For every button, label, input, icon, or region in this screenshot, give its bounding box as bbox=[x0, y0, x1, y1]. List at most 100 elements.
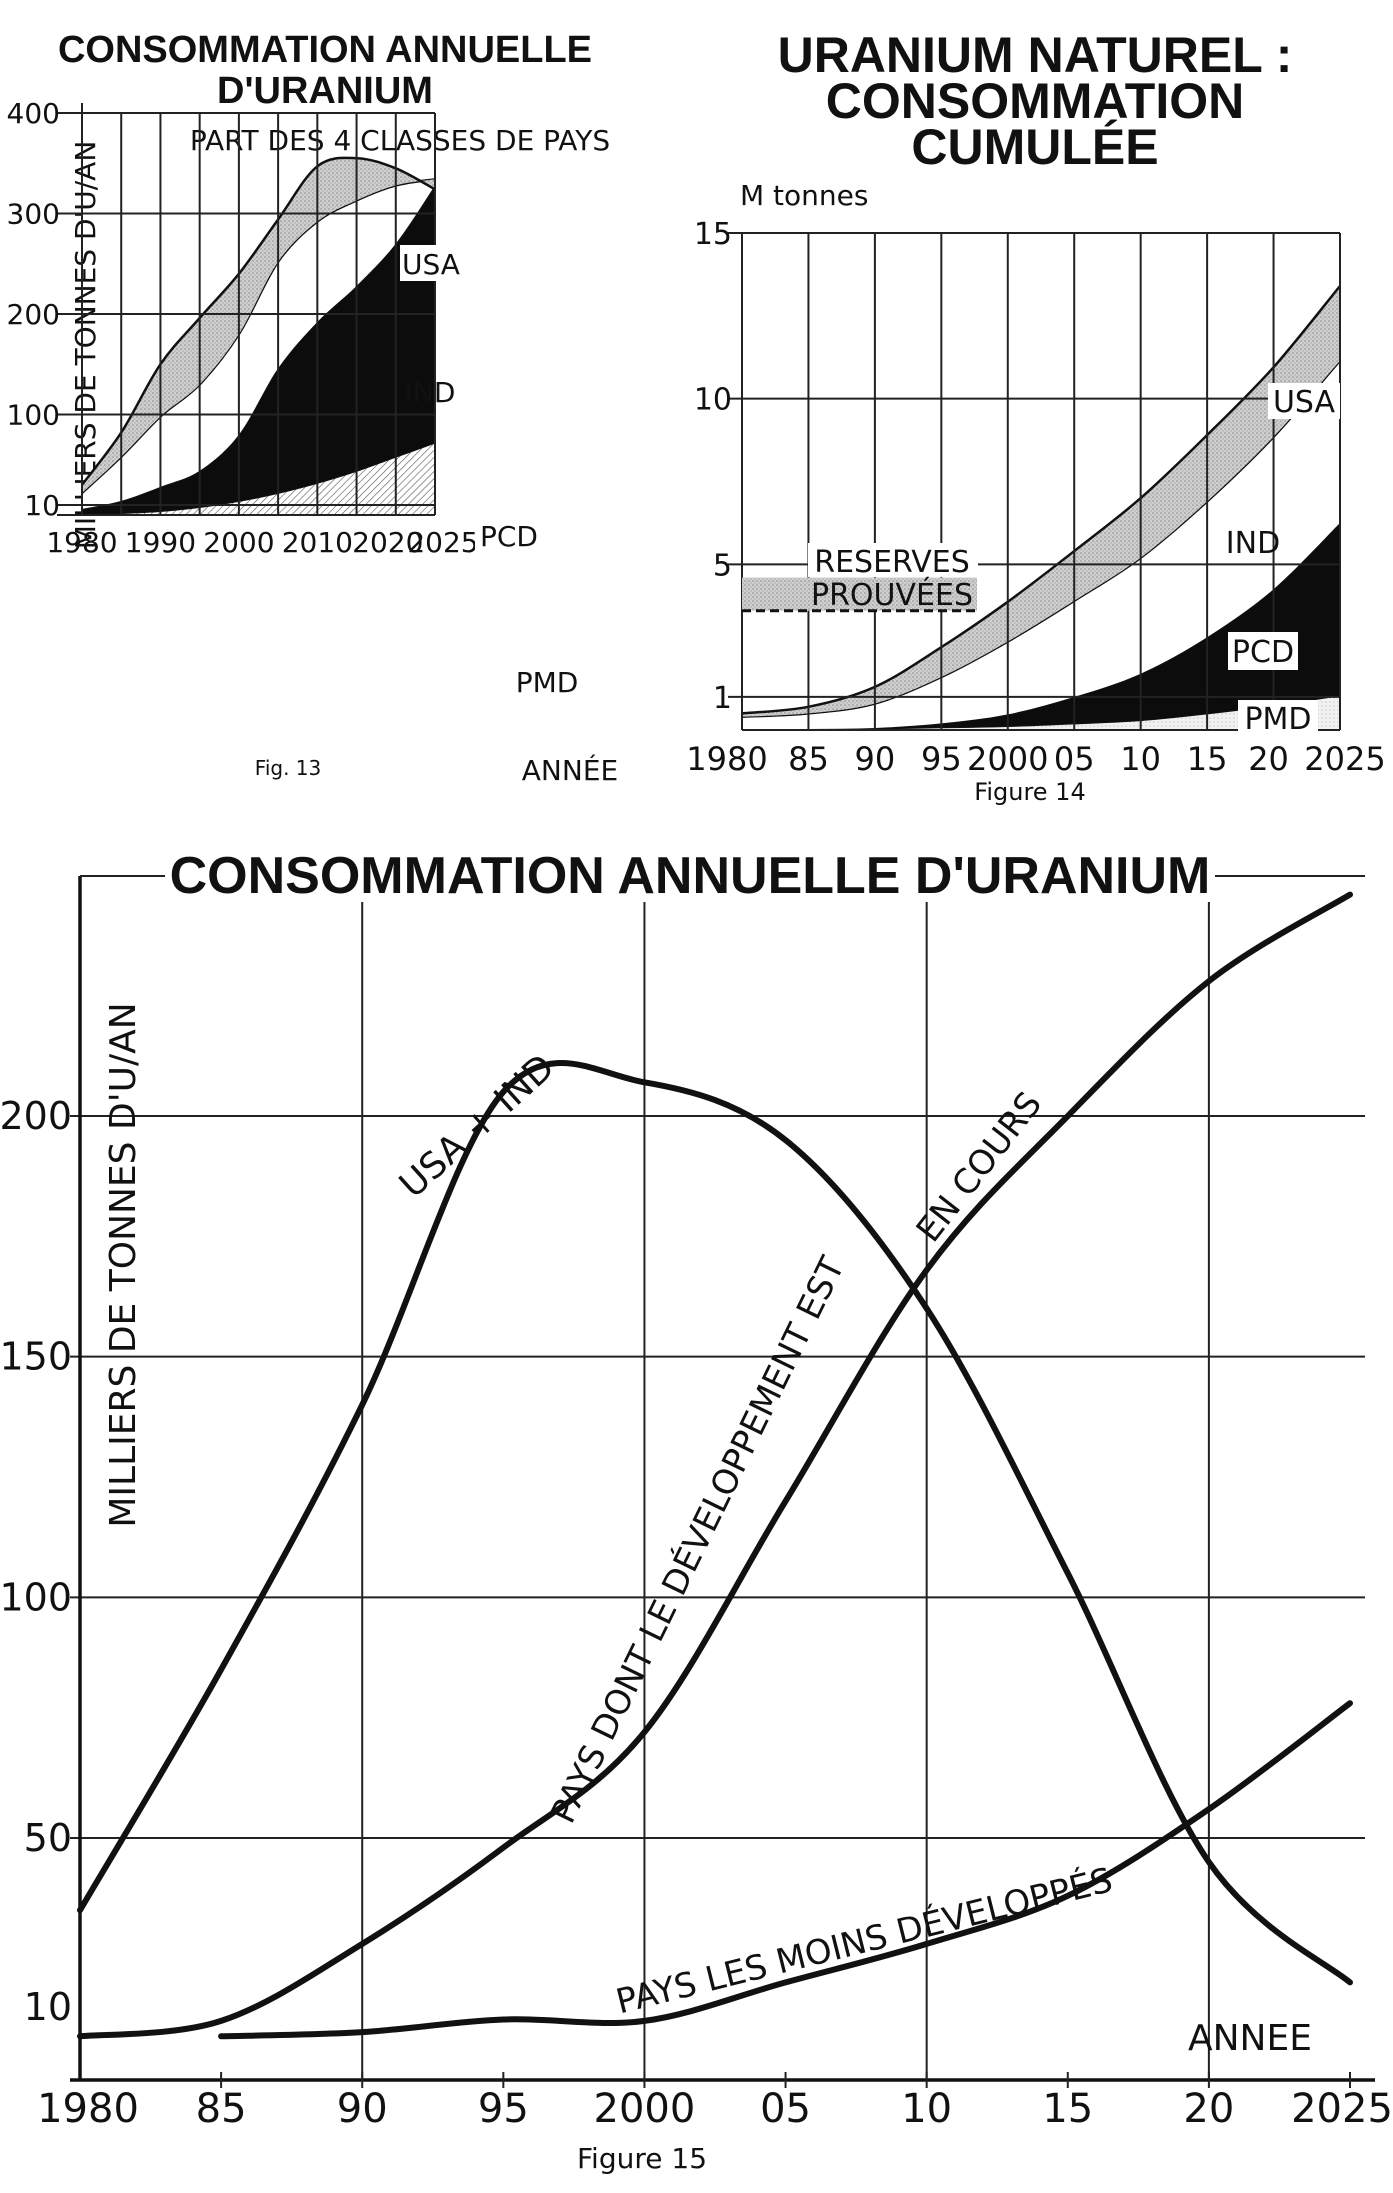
fig15-x-ticks: 1980 85 90 95 2000 05 10 15 20 2025 bbox=[37, 2086, 1393, 2132]
fig14-title-line3: CUMULÉE bbox=[911, 119, 1158, 175]
fig13-label-ind: IND bbox=[405, 376, 456, 409]
fig14-y-unit: M tonnes bbox=[740, 179, 868, 212]
fig13-x-tick: 2025 bbox=[407, 526, 478, 559]
fig13-y-ticks: 400 300 200 100 10 bbox=[7, 97, 60, 522]
fig15-x-tick: 95 bbox=[478, 2086, 529, 2132]
fig14-y-tick: 5 bbox=[713, 548, 732, 583]
fig15-x-tick: 10 bbox=[901, 2086, 952, 2132]
fig13-x-axis-label: ANNÉE bbox=[522, 753, 618, 787]
fig13-x-tick: 2020 bbox=[352, 526, 423, 559]
fig14-x-tick: 2000 bbox=[967, 740, 1048, 778]
fig14-reserves-label-bg bbox=[808, 543, 978, 577]
fig14-area-ind bbox=[742, 360, 1340, 730]
fig13-x-tick: 2000 bbox=[203, 526, 274, 559]
fig13-y-tick: 100 bbox=[7, 399, 60, 432]
fig15: CONSOMMATION ANNUELLE D'URANIUM MILLIERS… bbox=[0, 847, 1393, 2175]
fig15-x-axis-label: ANNEE bbox=[1188, 2018, 1312, 2059]
fig14-x-tick: 05 bbox=[1054, 740, 1095, 778]
fig14-title-line2: CONSOMMATION bbox=[826, 73, 1244, 129]
fig13-boundary-usa bbox=[80, 156, 436, 486]
fig13-label-usa: USA bbox=[402, 248, 460, 281]
fig13-title-line2: D'URANIUM bbox=[217, 70, 433, 112]
fig15-y-tick: 10 bbox=[24, 1985, 72, 2029]
fig14-series-labels: USA IND PCD PMD bbox=[1226, 383, 1340, 737]
fig15-line-pmd bbox=[218, 1700, 1353, 2040]
fig15-curve-labels: USA + IND PAYS DONT LE DÉVELOPPEMENT EST… bbox=[392, 1047, 1117, 2023]
fig14-reserves-line2: PROUVÉES bbox=[811, 577, 973, 613]
fig14-area-pmd bbox=[742, 695, 1340, 730]
fig15-title-bg bbox=[165, 850, 1215, 902]
fig15-x-tick: 20 bbox=[1183, 2086, 1234, 2132]
fig15-grid bbox=[70, 875, 1375, 2088]
fig14-label-ind: IND bbox=[1226, 526, 1280, 561]
fig14-label-pmd: PMD bbox=[1244, 702, 1311, 737]
fig13-area-pcd bbox=[82, 185, 435, 514]
fig15-x-tick: 2000 bbox=[594, 2086, 696, 2132]
fig15-x-tick: 85 bbox=[196, 2086, 247, 2132]
fig13-subtitle: PART DES 4 CLASSES DE PAYS bbox=[190, 124, 610, 157]
fig14-reserves-band bbox=[742, 577, 977, 611]
fig15-label-usa-ind: USA + IND bbox=[392, 1047, 563, 1206]
fig15-label-pcd-part2: EN COURS bbox=[909, 1085, 1050, 1250]
fig14-x-ticks: 1980 85 90 95 2000 05 10 15 20 2025 bbox=[686, 740, 1385, 778]
fig13-pmd-label-bg bbox=[512, 664, 582, 700]
fig14-x-tick: 85 bbox=[788, 740, 829, 778]
fig14-x-tick: 20 bbox=[1248, 740, 1289, 778]
fig15-y-ticks: 200 150 100 50 10 bbox=[0, 1094, 72, 2029]
fig14-x-tick: 1980 bbox=[686, 740, 767, 778]
fig14-area-pcd bbox=[742, 522, 1340, 730]
fig13-grid bbox=[57, 103, 436, 516]
fig15-y-axis-label: MILLIERS DE TONNES D'U/AN bbox=[103, 1002, 144, 1527]
fig14-label-pcd: PCD bbox=[1232, 635, 1294, 670]
fig14: URANIUM NATUREL : CONSOMMATION CUMULÉE M… bbox=[686, 27, 1385, 806]
fig15-y-tick: 200 bbox=[0, 1094, 72, 1138]
fig13-area-usa bbox=[82, 157, 435, 493]
fig14-y-tick: 1 bbox=[713, 681, 732, 716]
fig13-y-tick: 400 bbox=[7, 97, 60, 130]
fig13-caption: Fig. 13 bbox=[255, 756, 321, 780]
fig13-area-pmd bbox=[82, 442, 435, 515]
fig14-pcd-label-bg bbox=[1228, 632, 1298, 670]
fig13-areas bbox=[80, 156, 436, 515]
fig14-reserves: RESERVES PROUVÉES bbox=[742, 543, 978, 613]
fig13-usa-label-bg bbox=[400, 245, 462, 281]
fig14-caption: Figure 14 bbox=[974, 778, 1085, 806]
fig15-label-pmd: PAYS LES MOINS DÉVELOPPÉS bbox=[612, 1859, 1117, 2022]
fig14-x-tick: 10 bbox=[1120, 740, 1161, 778]
fig15-x-tick: 2025 bbox=[1291, 2086, 1393, 2132]
fig15-caption: Figure 15 bbox=[577, 2142, 707, 2175]
fig14-x-tick: 90 bbox=[855, 740, 896, 778]
fig15-y-tick: 150 bbox=[0, 1335, 72, 1379]
fig15-line-pcd bbox=[77, 891, 1353, 2040]
fig13-title-line1: CONSOMMATION ANNUELLE bbox=[58, 29, 592, 71]
fig14-x-tick: 15 bbox=[1187, 740, 1228, 778]
fig13-y-tick: 300 bbox=[7, 198, 60, 231]
fig14-y-ticks: 15 10 5 1 bbox=[694, 217, 732, 716]
fig14-pmd-label-bg bbox=[1238, 700, 1318, 736]
fig15-lines bbox=[77, 891, 1353, 2040]
fig13-x-tick: 1980 bbox=[46, 526, 117, 559]
fig14-y-tick: 10 bbox=[694, 383, 732, 418]
fig13-label-pmd: PMD bbox=[516, 666, 579, 699]
fig13-pcd-label-bg bbox=[475, 518, 543, 554]
fig14-reserves-line1: RESERVES bbox=[814, 545, 970, 580]
fig13-y-tick: 200 bbox=[7, 298, 60, 331]
fig15-y-tick: 50 bbox=[24, 1816, 72, 1860]
fig13-x-tick: 1990 bbox=[125, 526, 196, 559]
fig15-x-tick: 1980 bbox=[37, 2086, 139, 2132]
fig15-x-tick: 05 bbox=[760, 2086, 811, 2132]
fig15-label-pcd-part1: PAYS DONT LE DÉVELOPPEMENT EST bbox=[542, 1250, 853, 1829]
fig14-label-usa: USA bbox=[1273, 385, 1336, 420]
fig15-title: CONSOMMATION ANNUELLE D'URANIUM bbox=[170, 847, 1211, 905]
fig13-y-tick: 10 bbox=[24, 489, 60, 522]
fig13-area-ind bbox=[82, 179, 435, 510]
fig13-x-tick: 2010 bbox=[282, 526, 353, 559]
fig14-x-tick: 2025 bbox=[1304, 740, 1385, 778]
fig15-x-tick: 15 bbox=[1042, 2086, 1093, 2132]
fig15-y-tick: 100 bbox=[0, 1575, 72, 1619]
fig14-usa-label-bg bbox=[1268, 383, 1340, 419]
fig14-title-line1: URANIUM NATUREL : bbox=[778, 27, 1293, 83]
fig14-grid bbox=[728, 232, 1341, 731]
